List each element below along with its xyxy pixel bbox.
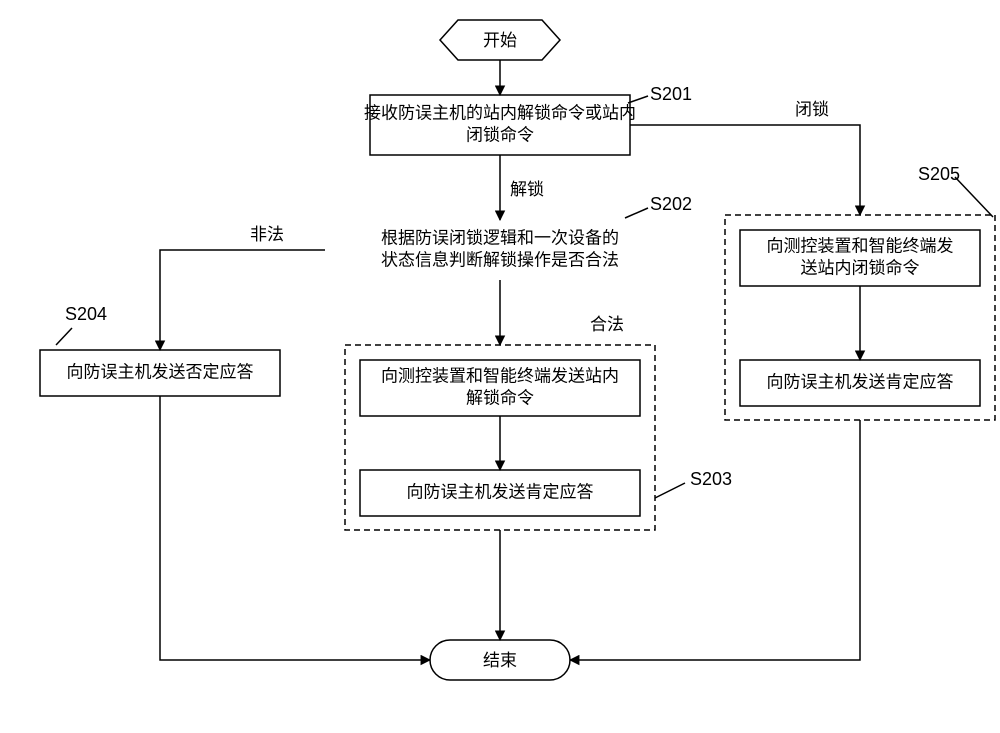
s201-box-text: 接收防误主机的站内解锁命令或站内	[364, 103, 636, 122]
end-label: 结束	[483, 651, 517, 670]
step-label-s203: S203	[690, 469, 732, 489]
s205b-box-text: 向防误主机发送肯定应答	[767, 372, 954, 391]
s201-box-text: 闭锁命令	[466, 125, 534, 144]
edge-label-legal: 合法	[590, 315, 624, 334]
s202-text: 根据防误闭锁逻辑和一次设备的	[381, 228, 619, 247]
edge-label-lock: 闭锁	[795, 100, 829, 119]
s205a-box-text: 送站内闭锁命令	[801, 258, 920, 277]
s204-box-text: 向防误主机发送否定应答	[67, 362, 254, 381]
start-label: 开始	[483, 31, 517, 50]
s202-text: 状态信息判断解锁操作是否合法	[381, 250, 619, 269]
s203b-box-text: 向防误主机发送肯定应答	[407, 482, 594, 501]
edge-label-unlock: 解锁	[510, 180, 544, 199]
s205a-box-text: 向测控装置和智能终端发	[767, 236, 954, 255]
s203a-box-text: 向测控装置和智能终端发送站内	[381, 366, 619, 385]
edge-label-illegal: 非法	[250, 225, 284, 244]
step-label-s201: S201	[650, 84, 692, 104]
step-label-s202: S202	[650, 194, 692, 214]
step-label-s204: S204	[65, 304, 107, 324]
s203a-box-text: 解锁命令	[466, 388, 534, 407]
step-label-s205: S205	[918, 164, 960, 184]
